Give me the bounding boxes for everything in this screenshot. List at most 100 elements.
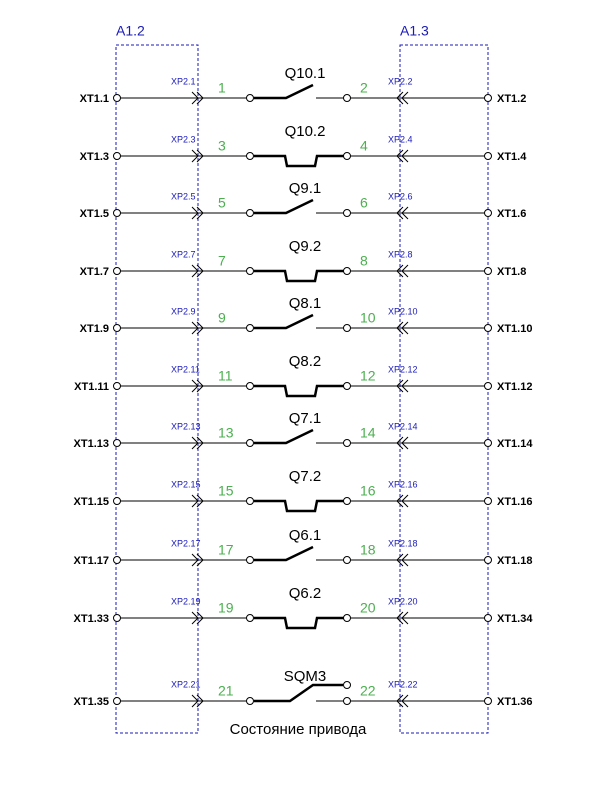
terminal-dot [484,324,492,332]
connector [396,149,404,163]
connector [401,694,409,708]
terminal-dot [246,209,254,217]
connector [396,264,404,278]
connector [396,91,404,105]
contact-label: Q7.2 [289,468,322,485]
connector [196,553,204,567]
connector [196,494,204,508]
wire-number: 3 [218,138,226,154]
connector [191,149,199,163]
terminal-label: XT1.36 [497,696,532,708]
terminal-dot [246,94,254,102]
terminal-dot [113,497,121,505]
terminal-label: XT1.10 [497,323,532,335]
connector [196,611,204,625]
terminal-dot [484,556,492,564]
connector-label: XP2.11 [171,364,200,374]
terminal-label: XT1.9 [80,323,109,335]
terminal-dot [113,614,121,622]
connector [401,436,409,450]
wire-number: 6 [360,195,368,211]
terminal-label: XT1.4 [497,151,527,163]
connector [401,553,409,567]
terminal-dot [246,324,254,332]
terminal-label: XT1.2 [497,93,526,105]
terminal-label: XT1.3 [80,151,109,163]
contact-label: Q6.2 [289,585,322,602]
connector-label: XP2.18 [388,538,418,548]
terminal-dot [113,556,121,564]
terminal-dot [113,697,121,705]
wire-number: 5 [218,195,226,211]
contact [254,428,314,445]
connector [401,611,409,625]
connector-label: XP2.19 [171,596,201,606]
terminal-label: XT1.13 [74,438,109,450]
connector [401,379,409,393]
wire-number: 12 [360,368,376,384]
connector [401,494,409,508]
connector-label: XP2.20 [388,596,418,606]
connector [196,321,204,335]
terminal-dot [113,209,121,217]
connector [191,611,199,625]
connector [191,694,199,708]
connector [196,436,204,450]
terminal-dot [113,324,121,332]
connector [196,206,204,220]
wire-number: 11 [218,368,233,384]
wire-number: 16 [360,483,376,499]
connector [396,206,404,220]
terminal-label: XT1.14 [497,438,533,450]
terminal-dot [484,152,492,160]
terminal-label: XT1.15 [74,496,109,508]
connector-label: XP2.6 [388,191,413,201]
terminal-label: XT1.16 [497,496,532,508]
connector-label: XP2.17 [171,538,201,548]
wire-number: 18 [360,542,376,558]
contact-label: Q8.2 [289,353,322,370]
connector-label: XP2.10 [388,306,418,316]
contact-label: Q10.1 [285,65,326,82]
contact-label: Q9.1 [289,180,322,197]
contact-label: Q6.1 [289,527,322,544]
connector [196,379,204,393]
connector [196,91,204,105]
contact [254,545,314,562]
connector [191,379,199,393]
connector [401,264,409,278]
terminal-dot [484,267,492,275]
terminal-dot [246,614,254,622]
block-label: A1.3 [400,23,429,39]
wire-number: 17 [218,542,234,558]
connector [401,91,409,105]
terminal-dot [343,697,351,705]
block-box [115,44,199,734]
wire-number: 13 [218,425,234,441]
terminal-dot [484,94,492,102]
connector [396,436,404,450]
wire-number: 4 [360,138,368,154]
terminal-dot [343,152,351,160]
terminal-dot [113,439,121,447]
contact [254,269,347,283]
caption: Состояние привода [230,721,367,738]
connector [196,694,204,708]
terminal-label: XT1.35 [74,696,109,708]
connector [396,611,404,625]
contact [254,198,314,215]
connector [191,264,199,278]
connector-label: XP2.9 [171,306,196,316]
contact-label: SQM3 [284,668,327,685]
contact [254,83,314,100]
terminal-dot [343,209,351,217]
terminal-dot [343,556,351,564]
terminal-dot [343,94,351,102]
terminal-label: XT1.8 [497,266,526,278]
terminal-dot [484,382,492,390]
wire-number: 15 [218,483,234,499]
connector-label: XP2.15 [171,479,201,489]
connector-label: XP2.21 [171,679,201,689]
contact-label: Q8.1 [289,295,322,312]
